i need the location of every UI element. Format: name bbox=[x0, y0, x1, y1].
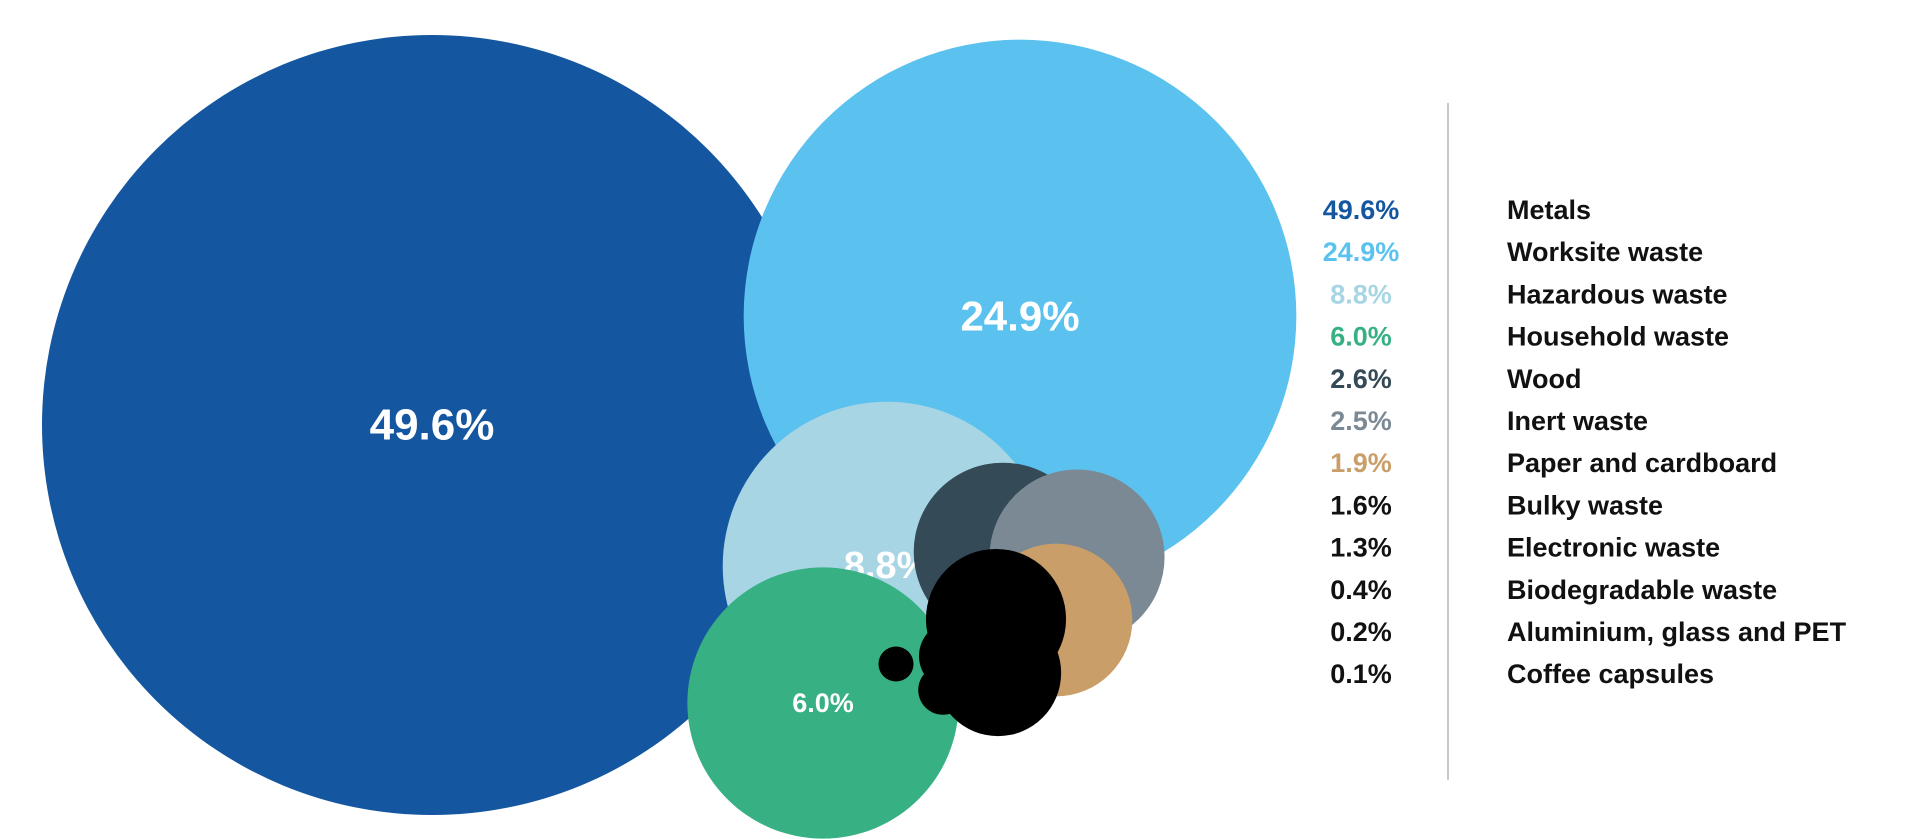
legend-value-worksite-waste: 24.9% bbox=[1323, 237, 1400, 267]
bubble-label-household-waste: 6.0% bbox=[792, 688, 854, 718]
bubble-label-worksite-waste: 24.9% bbox=[960, 293, 1079, 340]
bubble-household-waste bbox=[687, 567, 959, 839]
legend-name-metals: Metals bbox=[1507, 195, 1591, 225]
legend-value-paper-and-cardboard: 1.9% bbox=[1330, 448, 1392, 478]
legend-name-biodegradable-waste: Biodegradable waste bbox=[1507, 575, 1777, 605]
legend: 49.6% Metals 24.9% Worksite waste 8.8% Hazard… bbox=[1323, 195, 1847, 689]
legend-value-biodegradable-waste: 0.4% bbox=[1330, 575, 1392, 605]
legend-value-hazardous-waste: 8.8% bbox=[1330, 279, 1392, 309]
legend-name-worksite-waste: Worksite waste bbox=[1507, 237, 1703, 267]
legend-value-aluminium-glass-and-pet: 0.2% bbox=[1330, 617, 1392, 647]
bubble-coffee-capsules bbox=[878, 646, 914, 682]
bubble-label-metals: 49.6% bbox=[370, 401, 495, 450]
legend-name-household-waste: Household waste bbox=[1507, 322, 1729, 352]
legend-name-electronic-waste: Electronic waste bbox=[1507, 533, 1720, 563]
legend-value-electronic-waste: 1.3% bbox=[1330, 533, 1392, 563]
bubbles-group: 49.6%24.9%8.8%6.0% bbox=[42, 35, 1297, 839]
bubble-metals bbox=[42, 35, 822, 815]
legend-value-inert-waste: 2.5% bbox=[1330, 406, 1392, 436]
legend-name-paper-and-cardboard: Paper and cardboard bbox=[1507, 448, 1777, 478]
legend-value-metals: 49.6% bbox=[1323, 195, 1400, 225]
legend-value-wood: 2.6% bbox=[1330, 364, 1392, 394]
legend-value-coffee-capsules: 0.1% bbox=[1330, 659, 1392, 689]
legend-value-household-waste: 6.0% bbox=[1330, 322, 1392, 352]
legend-name-wood: Wood bbox=[1507, 364, 1581, 394]
bubble-aluminium-glass-and-pet bbox=[918, 665, 968, 715]
legend-name-hazardous-waste: Hazardous waste bbox=[1507, 279, 1728, 309]
legend-value-bulky-waste: 1.6% bbox=[1330, 490, 1392, 520]
legend-name-coffee-capsules: Coffee capsules bbox=[1507, 659, 1714, 689]
legend-name-inert-waste: Inert waste bbox=[1507, 406, 1648, 436]
legend-name-aluminium-glass-and-pet: Aluminium, glass and PET bbox=[1507, 617, 1847, 647]
legend-name-bulky-waste: Bulky waste bbox=[1507, 490, 1663, 520]
